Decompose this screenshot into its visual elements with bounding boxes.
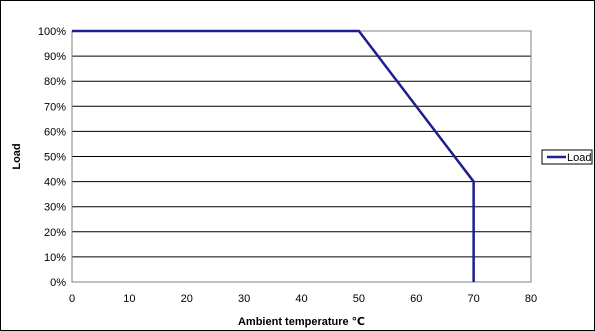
series-line-load xyxy=(72,29,475,282)
x-tick-label: 20 xyxy=(181,293,193,305)
x-axis-title: Ambient temperature ℃ xyxy=(238,316,365,328)
y-tick-label: 100% xyxy=(38,26,66,38)
x-tick-label: 70 xyxy=(468,293,480,305)
x-tick-label: 10 xyxy=(123,293,135,305)
x-tick-label: 40 xyxy=(295,293,307,305)
y-tick-label: 50% xyxy=(44,152,66,164)
y-axis-title: Load xyxy=(11,143,23,169)
y-tick-label: 60% xyxy=(44,126,66,138)
y-tick-labels: 0% 10% 20% 30% 40% 50% 60% 70% 80% 90% 100% xyxy=(38,26,66,289)
legend-box xyxy=(541,149,593,165)
x-tick-label: 30 xyxy=(238,293,250,305)
y-tick-label: 0% xyxy=(50,277,66,289)
y-tick-label: 20% xyxy=(44,227,66,239)
x-tick-labels: 0 10 20 30 40 50 60 70 80 xyxy=(69,293,537,305)
y-tick-label: 80% xyxy=(44,76,66,88)
y-tick-label: 40% xyxy=(44,177,66,189)
x-tick-label: 0 xyxy=(69,293,75,305)
legend-label-load: Load xyxy=(567,152,591,164)
legend: Load xyxy=(541,149,593,165)
y-tick-label: 70% xyxy=(44,101,66,113)
y-tick-label: 10% xyxy=(44,252,66,264)
x-tick-label: 60 xyxy=(410,293,422,305)
y-tick-label: 30% xyxy=(44,202,66,214)
x-tick-label: 80 xyxy=(525,293,537,305)
x-tick-label: 50 xyxy=(353,293,365,305)
series-lines xyxy=(72,29,475,282)
y-tick-label: 90% xyxy=(44,51,66,63)
